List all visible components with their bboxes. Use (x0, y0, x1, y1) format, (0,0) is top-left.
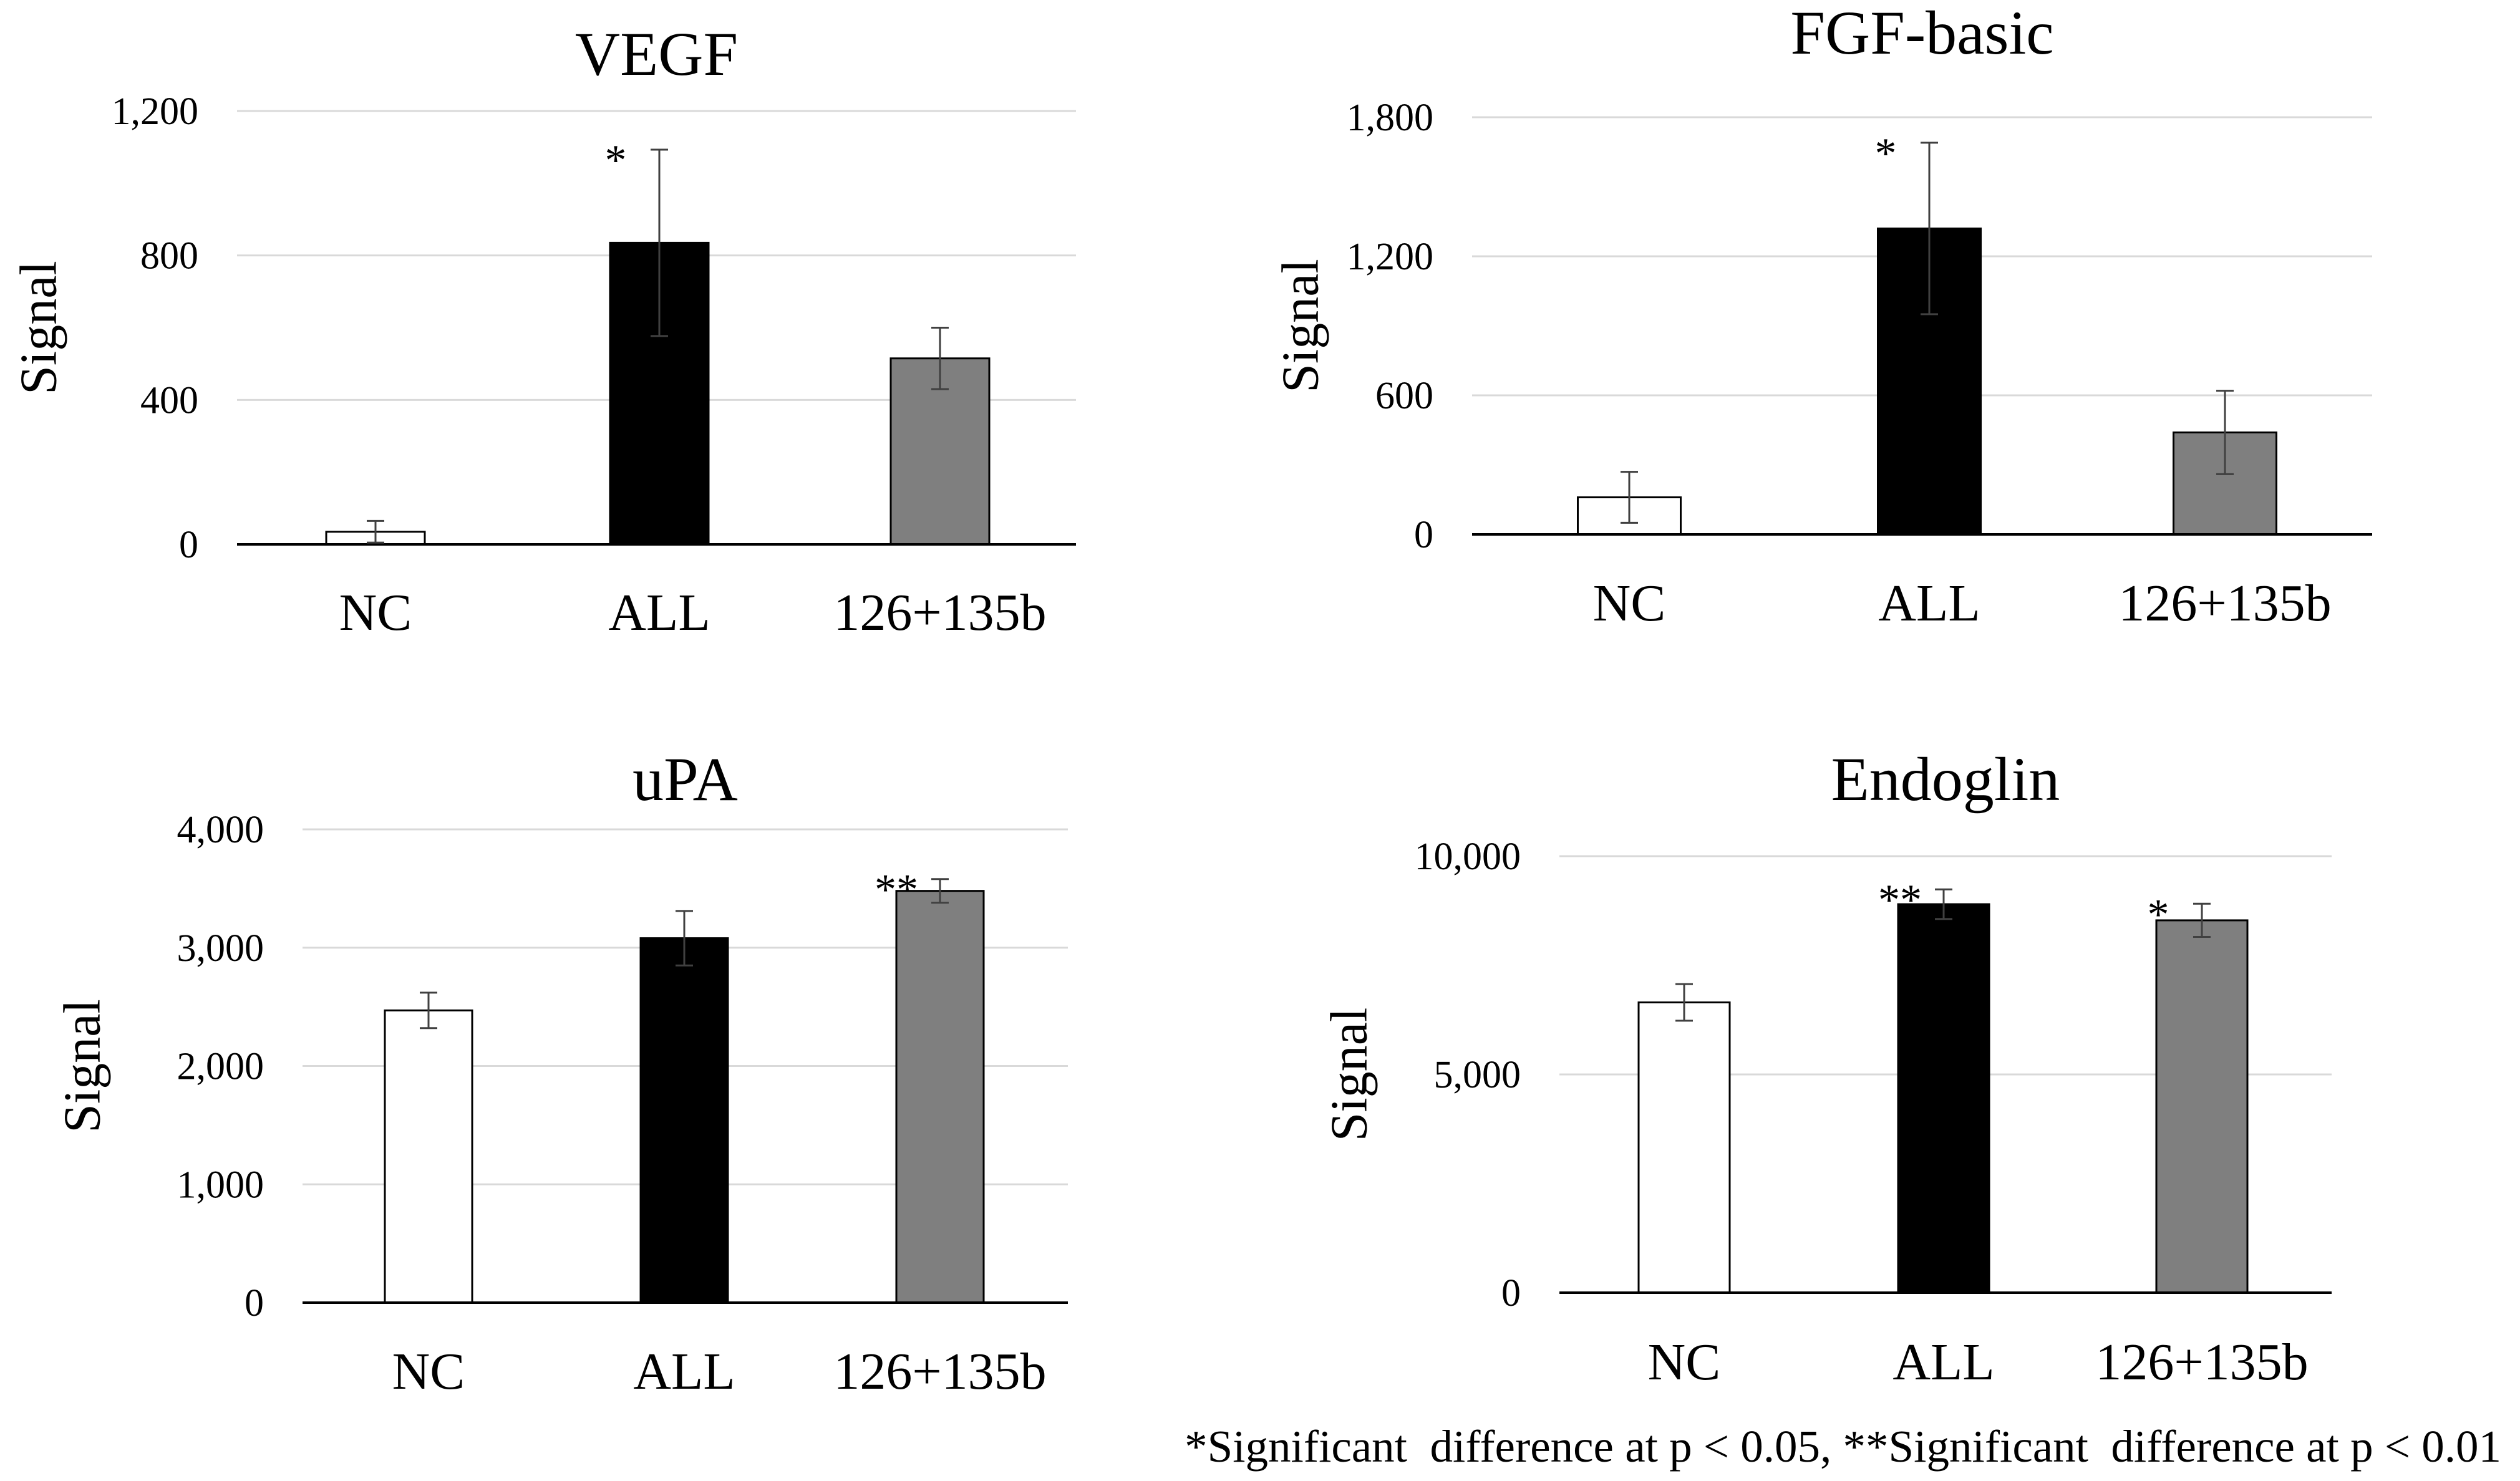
x-category-label: ALL (1892, 1333, 1994, 1391)
charts-group: 0 400 800 1,200 * NC ALL 126+135b VEGF Signal 0 600… (10, 0, 2372, 1401)
chart-panel-fgf-basic: 0 600 1,200 1,800 * NC ALL 126+135b FGF-basic Sig… (1272, 0, 2372, 632)
y-axis-label: Signal (10, 261, 68, 395)
x-category-label: NC (1593, 574, 1666, 632)
significance-marker: ** (875, 866, 918, 914)
chart-title: uPA (632, 745, 738, 814)
chart-title: VEGF (575, 19, 738, 89)
bar-nc (1637, 1001, 1731, 1294)
x-category-label: ALL (608, 584, 710, 642)
y-tick-label: 400 (140, 379, 198, 422)
chart-title: Endoglin (1831, 745, 2060, 814)
bar-nc (384, 1009, 473, 1304)
bar-all (639, 937, 729, 1304)
x-category-label: 126+135b (2118, 574, 2331, 632)
significance-marker: * (2148, 890, 2169, 938)
significance-footnote: *Significant difference at p < 0.05, **S… (1185, 1421, 2501, 1472)
y-tick-label: 0 (1501, 1272, 1521, 1315)
y-axis-label: Signal (1272, 259, 1330, 393)
y-tick-label: 2,000 (177, 1046, 264, 1088)
chart-panel-vegf: 0 400 800 1,200 * NC ALL 126+135b VEGF Signal (10, 19, 1076, 642)
x-category-label: 126+135b (2095, 1333, 2308, 1391)
y-tick-label: 0 (179, 524, 198, 566)
significance-marker: * (1875, 130, 1897, 178)
significance-marker: * (605, 137, 627, 185)
bar-126-135b (895, 890, 985, 1304)
y-tick-label: 0 (245, 1282, 264, 1324)
bar-126-135b (2155, 919, 2249, 1294)
y-axis-label: Signal (54, 999, 112, 1133)
y-tick-label: 600 (1375, 375, 1433, 417)
x-category-label: ALL (1878, 574, 1980, 632)
y-tick-label: 1,000 (177, 1164, 264, 1206)
y-tick-label: 4,000 (177, 809, 264, 851)
chart-title: FGF-basic (1790, 0, 2053, 67)
y-tick-label: 800 (140, 235, 198, 277)
y-tick-label: 10,000 (1415, 836, 1521, 878)
x-category-label: ALL (633, 1343, 735, 1401)
chart-panel-upa: 0 1,000 2,000 3,000 4,000 ** NC ALL 126+135b uPA S… (54, 745, 1068, 1401)
y-tick-label: 3,000 (177, 927, 264, 970)
y-axis-label: Signal (1321, 1008, 1379, 1142)
y-tick-label: 0 (1414, 514, 1433, 556)
x-category-label: NC (392, 1343, 465, 1401)
x-category-label: 126+135b (833, 584, 1046, 642)
y-tick-label: 1,200 (1347, 236, 1434, 278)
y-tick-label: 1,800 (1347, 97, 1434, 139)
y-tick-label: 1,200 (112, 90, 199, 133)
x-category-label: NC (339, 584, 412, 642)
x-category-label: NC (1648, 1333, 1721, 1391)
y-tick-label: 5,000 (1434, 1054, 1521, 1096)
x-category-label: 126+135b (833, 1343, 1046, 1401)
bar-all (1897, 903, 1990, 1294)
significance-marker: ** (1878, 876, 1922, 924)
